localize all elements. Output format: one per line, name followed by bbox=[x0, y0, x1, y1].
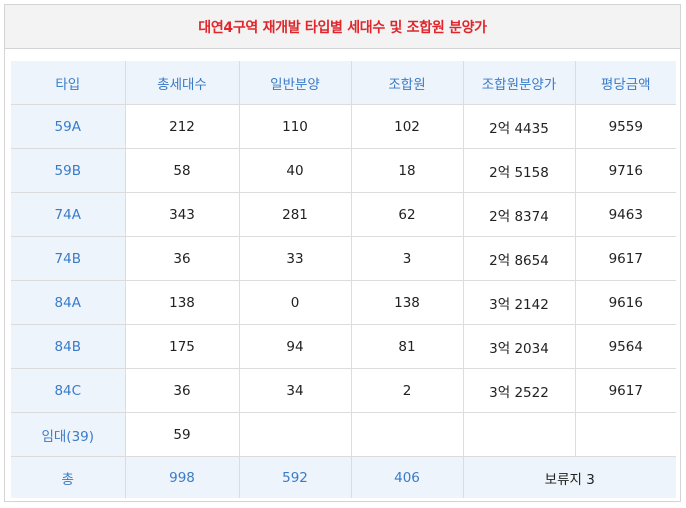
header-price-per-pyeong: 평당금액 bbox=[574, 61, 676, 105]
cell-members: 102 bbox=[350, 104, 464, 149]
cell-price-per-pyeong: 9564 bbox=[574, 324, 676, 369]
header-type: 타입 bbox=[11, 61, 126, 105]
table-row: 84C 36 34 2 3억 2522 9617 bbox=[11, 368, 676, 413]
cell-members: 2 bbox=[350, 368, 464, 413]
table-title: 대연4구역 재개발 타입별 세대수 및 조합원 분양가 bbox=[198, 19, 487, 36]
table-panel: 대연4구역 재개발 타입별 세대수 및 조합원 분양가 타입 총세대수 일반분양… bbox=[4, 4, 681, 502]
cell-type: 84A bbox=[11, 280, 126, 325]
cell-price-per-pyeong: 9617 bbox=[574, 236, 676, 281]
total-general-sale: 592 bbox=[238, 456, 352, 498]
table-row: 59B 58 40 18 2억 5158 9716 bbox=[11, 148, 676, 193]
unit-table: 타입 총세대수 일반분양 조합원 조합원분양가 평당금액 59A 212 110… bbox=[11, 61, 676, 498]
cell-type: 74B bbox=[11, 236, 126, 281]
cell-total-units: 175 bbox=[124, 324, 240, 369]
cell-member-price: 2억 8654 bbox=[462, 236, 576, 281]
cell-price-per-pyeong: 9559 bbox=[574, 104, 676, 149]
cell-general-sale: 40 bbox=[238, 148, 352, 193]
cell-member-price: 2억 5158 bbox=[462, 148, 576, 193]
cell-total-units: 36 bbox=[124, 368, 240, 413]
cell-price-per-pyeong bbox=[574, 412, 676, 457]
cell-general-sale: 110 bbox=[238, 104, 352, 149]
cell-members: 138 bbox=[350, 280, 464, 325]
cell-general-sale: 34 bbox=[238, 368, 352, 413]
cell-type: 59B bbox=[11, 148, 126, 193]
header-row: 타입 총세대수 일반분양 조합원 조합원분양가 평당금액 bbox=[11, 61, 676, 105]
table-row: 84A 138 0 138 3억 2142 9616 bbox=[11, 280, 676, 325]
cell-member-price: 2억 8374 bbox=[462, 192, 576, 237]
cell-total-units: 343 bbox=[124, 192, 240, 237]
total-members: 406 bbox=[350, 456, 464, 498]
title-bar: 대연4구역 재개발 타입별 세대수 및 조합원 분양가 bbox=[5, 5, 680, 49]
cell-total-units: 138 bbox=[124, 280, 240, 325]
cell-general-sale: 0 bbox=[238, 280, 352, 325]
cell-total-units: 36 bbox=[124, 236, 240, 281]
cell-general-sale bbox=[238, 412, 352, 457]
total-label: 총 bbox=[11, 456, 126, 498]
header-total-units: 총세대수 bbox=[124, 61, 240, 105]
table-row: 74B 36 33 3 2억 8654 9617 bbox=[11, 236, 676, 281]
cell-member-price: 3억 2522 bbox=[462, 368, 576, 413]
header-member-price: 조합원분양가 bbox=[462, 61, 576, 105]
cell-type: 59A bbox=[11, 104, 126, 149]
cell-price-per-pyeong: 9463 bbox=[574, 192, 676, 237]
cell-members bbox=[350, 412, 464, 457]
cell-general-sale: 94 bbox=[238, 324, 352, 369]
total-remainder: 보류지 3 bbox=[462, 456, 676, 498]
table-row: 59A 212 110 102 2억 4435 9559 bbox=[11, 104, 676, 149]
cell-member-price: 3억 2034 bbox=[462, 324, 576, 369]
table-row: 74A 343 281 62 2억 8374 9463 bbox=[11, 192, 676, 237]
cell-type: 74A bbox=[11, 192, 126, 237]
cell-members: 81 bbox=[350, 324, 464, 369]
cell-price-per-pyeong: 9617 bbox=[574, 368, 676, 413]
cell-type: 임대(39) bbox=[11, 412, 126, 457]
table-row: 임대(39) 59 bbox=[11, 412, 676, 457]
cell-members: 3 bbox=[350, 236, 464, 281]
table-row: 84B 175 94 81 3억 2034 9564 bbox=[11, 324, 676, 369]
cell-type: 84C bbox=[11, 368, 126, 413]
cell-members: 18 bbox=[350, 148, 464, 193]
cell-member-price bbox=[462, 412, 576, 457]
cell-total-units: 58 bbox=[124, 148, 240, 193]
table-wrapper: 타입 총세대수 일반분양 조합원 조합원분양가 평당금액 59A 212 110… bbox=[11, 61, 676, 498]
cell-general-sale: 281 bbox=[238, 192, 352, 237]
header-members: 조합원 bbox=[350, 61, 464, 105]
cell-total-units: 59 bbox=[124, 412, 240, 457]
total-row: 총 998 592 406 보류지 3 bbox=[11, 456, 676, 498]
cell-member-price: 3억 2142 bbox=[462, 280, 576, 325]
cell-members: 62 bbox=[350, 192, 464, 237]
cell-member-price: 2억 4435 bbox=[462, 104, 576, 149]
cell-general-sale: 33 bbox=[238, 236, 352, 281]
cell-total-units: 212 bbox=[124, 104, 240, 149]
header-general-sale: 일반분양 bbox=[238, 61, 352, 105]
cell-price-per-pyeong: 9616 bbox=[574, 280, 676, 325]
total-units: 998 bbox=[124, 456, 240, 498]
cell-price-per-pyeong: 9716 bbox=[574, 148, 676, 193]
cell-type: 84B bbox=[11, 324, 126, 369]
